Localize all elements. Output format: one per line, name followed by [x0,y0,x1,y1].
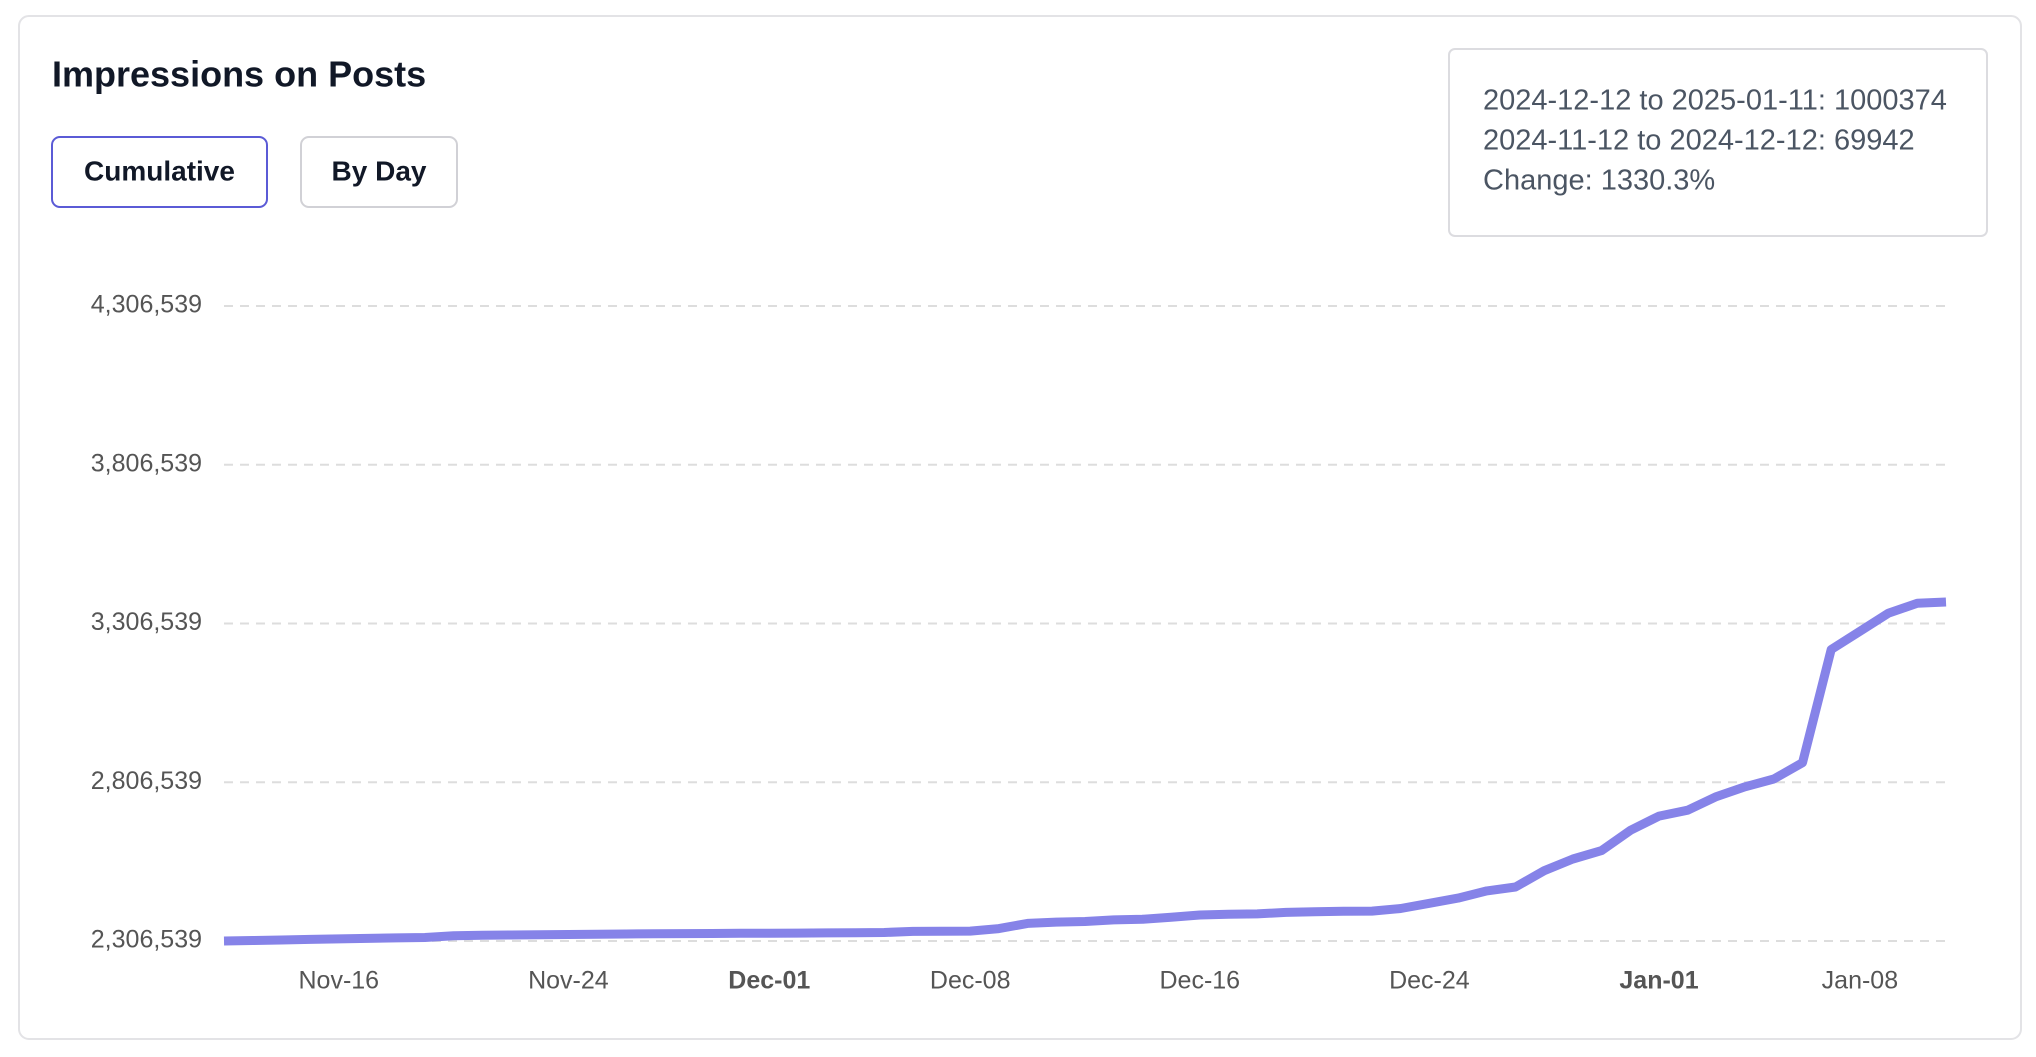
x-tick-label: Dec-08 [930,967,1011,995]
line-series [223,597,1947,946]
x-tick-label: Jan-08 [1822,967,1898,995]
summary-box [1448,48,1988,237]
y-tick-label: 2,806,539 [91,767,202,795]
button[interactable] [51,136,268,208]
y-tick-label: 3,306,539 [91,608,202,636]
y-tick-label: 3,806,539 [91,449,202,477]
x-tick-label: Dec-16 [1160,967,1241,995]
button-label[interactable]: By Day [332,155,427,186]
button[interactable] [300,136,458,208]
x-tick-label: Nov-16 [299,967,380,995]
x-tick-label: Nov-24 [528,967,609,995]
button-label[interactable]: Cumulative [84,155,235,186]
x-tick-label: Dec-24 [1389,967,1470,995]
y-tick-label: 4,306,539 [91,291,202,319]
y-tick-label: 2,306,539 [91,926,202,954]
summary-line: 2024-11-12 to 2024-12-12: 69942 [1483,125,1915,157]
x-tick-label: Dec-01 [728,967,810,995]
summary-line: 2024-12-12 to 2025-01-11: 1000374 [1483,85,1947,117]
x-tick-label: Jan-01 [1619,967,1698,995]
summary-line: Change: 1330.3% [1483,165,1715,197]
chart-title: Impressions on Posts [52,54,426,95]
